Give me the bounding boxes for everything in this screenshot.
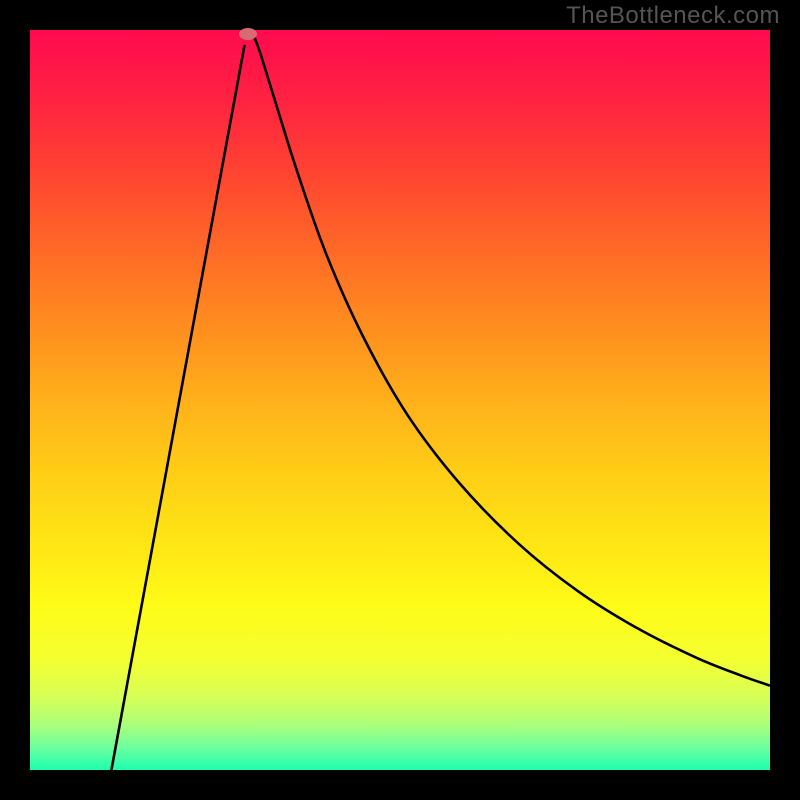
minimum-marker — [239, 28, 257, 40]
chart-container: TheBottleneck.com — [0, 0, 800, 800]
bottleneck-curve — [30, 30, 770, 770]
plot-area — [30, 30, 770, 770]
watermark-label: TheBottleneck.com — [566, 2, 780, 30]
